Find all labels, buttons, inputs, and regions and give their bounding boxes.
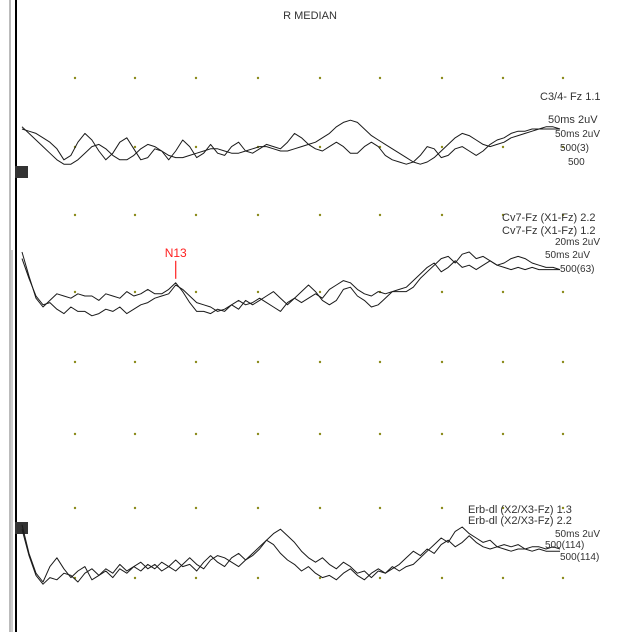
- grid-dot: [561, 360, 565, 364]
- channel-label: Cv7-Fz (X1-Fz) 1.2: [502, 225, 596, 237]
- grid-dot: [73, 76, 77, 80]
- trace-ch3-s2: [21, 529, 560, 585]
- channel-label: 500(114): [545, 540, 584, 551]
- grid-dot: [194, 432, 198, 436]
- grid-dot: [318, 76, 322, 80]
- trace-ch2-s1: [21, 251, 561, 315]
- channel-cursor-handle: [15, 522, 28, 534]
- grid-dot: [561, 506, 565, 510]
- grid-dot: [318, 576, 322, 580]
- channel-cursor-handle: [15, 166, 28, 178]
- grid-dot: [501, 576, 505, 580]
- channel-label: 500(63): [560, 264, 594, 275]
- grid-dot: [194, 213, 198, 217]
- plot-title: R MEDIAN: [283, 10, 337, 22]
- grid-dot: [194, 76, 198, 80]
- channel-label: 50ms 2uV: [548, 114, 598, 126]
- grid-dot: [440, 576, 444, 580]
- trace-ch2-s2: [21, 258, 560, 317]
- channel-label: Cv7-Fz (X1-Fz) 2.2: [502, 212, 596, 224]
- grid-dot: [501, 290, 505, 294]
- channel-label: 50ms 2uV: [555, 529, 600, 540]
- grid-dot: [501, 76, 505, 80]
- grid-dot: [561, 576, 565, 580]
- grid-dot: [378, 506, 382, 510]
- grid-dot: [73, 213, 77, 217]
- channel-label: 50ms 2uV: [555, 129, 600, 140]
- grid-dot: [133, 576, 137, 580]
- grid-dot: [318, 145, 322, 149]
- grid-dot: [194, 506, 198, 510]
- grid-dots: [73, 76, 565, 580]
- grid-dot: [440, 360, 444, 364]
- grid-dot: [378, 360, 382, 364]
- grid-dot: [73, 360, 77, 364]
- n13-marker-label: N13: [165, 246, 187, 260]
- grid-dot: [73, 506, 77, 510]
- grid-dot: [133, 506, 137, 510]
- grid-dot: [440, 506, 444, 510]
- grid-dot: [133, 290, 137, 294]
- grid-dot: [133, 76, 137, 80]
- grid-dot: [440, 145, 444, 149]
- grid-dot: [256, 213, 260, 217]
- grid-dot: [256, 360, 260, 364]
- grid-dot: [561, 432, 565, 436]
- grid-dot: [318, 506, 322, 510]
- grid-dot: [318, 360, 322, 364]
- grid-dot: [378, 76, 382, 80]
- grid-dot: [73, 290, 77, 294]
- grid-dot: [256, 290, 260, 294]
- grid-dot: [318, 290, 322, 294]
- grid-dot: [561, 290, 565, 294]
- channel-label: 500: [568, 157, 585, 168]
- grid-dot: [194, 576, 198, 580]
- trace-ch1-s1: [21, 119, 561, 165]
- grid-dot: [378, 213, 382, 217]
- grid-dot: [501, 213, 505, 217]
- channel-label: C3/4- Fz 1.1: [540, 91, 601, 103]
- channel-label: Erb-dl (X2/X3-Fz) 1.3: [468, 504, 572, 516]
- grid-dot: [561, 76, 565, 80]
- channel-label: Erb-dl (X2/X3-Fz) 2.2: [468, 515, 572, 527]
- grid-dot: [256, 576, 260, 580]
- grid-dot: [133, 213, 137, 217]
- grid-dot: [501, 360, 505, 364]
- grid-dot: [133, 432, 137, 436]
- traces: N13: [21, 119, 561, 585]
- grid-dot: [256, 432, 260, 436]
- grid-dot: [133, 360, 137, 364]
- channel-label: 20ms 2uV: [555, 237, 600, 248]
- trace-ch1-s2: [21, 128, 560, 165]
- grid-dot: [440, 290, 444, 294]
- grid-dot: [501, 506, 505, 510]
- grid-dot: [194, 290, 198, 294]
- grid-dot: [318, 213, 322, 217]
- grid-dot: [501, 432, 505, 436]
- grid-dot: [318, 432, 322, 436]
- channel-label: 500(3): [560, 143, 589, 154]
- grid-dot: [561, 213, 565, 217]
- grid-dot: [440, 432, 444, 436]
- channel-label: 500(114): [560, 552, 599, 563]
- grid-dot: [73, 432, 77, 436]
- channel-label: 50ms 2uV: [545, 250, 590, 261]
- grid-dot: [561, 145, 565, 149]
- left-axis: [9, 0, 28, 632]
- channel-labels: C3/4- Fz 1.1 50ms 2uV 50ms 2uV 500(3) 500 Cv7…: [468, 91, 601, 563]
- trace-ch3-s1: [21, 524, 561, 583]
- grid-dot: [194, 360, 198, 364]
- grid-dot: [378, 576, 382, 580]
- grid-dot: [378, 432, 382, 436]
- grid-dot: [440, 76, 444, 80]
- grid-dot: [256, 76, 260, 80]
- grid-dot: [194, 145, 198, 149]
- grid-dot: [501, 145, 505, 149]
- grid-dot: [440, 213, 444, 217]
- grid-dot: [133, 145, 137, 149]
- grid-dot: [256, 506, 260, 510]
